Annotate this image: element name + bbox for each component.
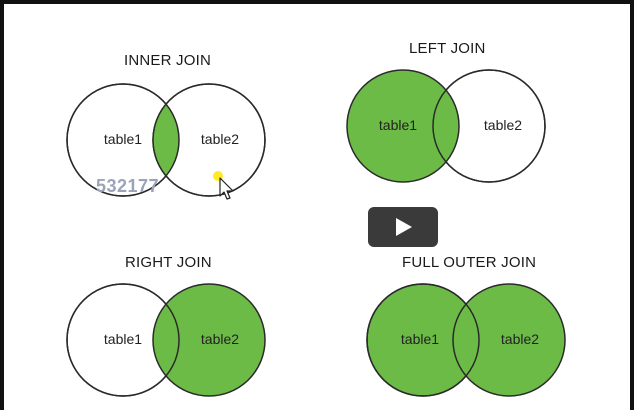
left-join-venn: table1 table2 bbox=[346, 69, 546, 183]
right-right-label: table2 bbox=[201, 331, 239, 347]
inner-left-label: table1 bbox=[104, 131, 142, 147]
play-button[interactable] bbox=[368, 207, 438, 247]
inner-right-label: table2 bbox=[201, 131, 239, 147]
right-join-title: RIGHT JOIN bbox=[125, 254, 212, 271]
full-right-label: table2 bbox=[501, 331, 539, 347]
right-left-label: table1 bbox=[104, 331, 142, 347]
play-icon bbox=[396, 218, 412, 236]
cursor-icon bbox=[213, 171, 234, 200]
right-join-venn: table1 table2 bbox=[66, 283, 266, 397]
video-frame: INNER JOIN table1 table2 LEFT JOIN table… bbox=[4, 4, 630, 410]
full-left-label: table1 bbox=[401, 331, 439, 347]
inner-join-venn: table1 table2 bbox=[66, 83, 266, 197]
left-join-title: LEFT JOIN bbox=[409, 40, 486, 57]
left-right-label: table2 bbox=[484, 117, 522, 133]
full-outer-join-venn: table1 table2 bbox=[366, 283, 566, 397]
watermark-text: 532177 bbox=[96, 176, 160, 196]
inner-join-title: INNER JOIN bbox=[124, 52, 212, 69]
left-left-circle bbox=[346, 69, 460, 183]
left-left-label: table1 bbox=[379, 117, 417, 133]
full-outer-join-title: FULL OUTER JOIN bbox=[402, 254, 537, 271]
right-right-circle bbox=[152, 283, 266, 397]
full-right-circle bbox=[452, 283, 566, 397]
